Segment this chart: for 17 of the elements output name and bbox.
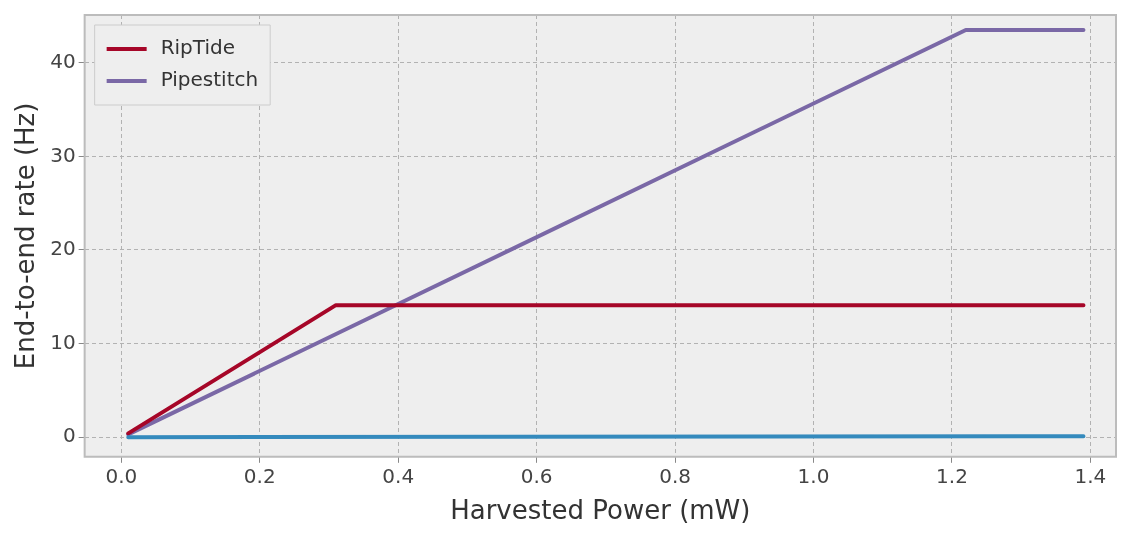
x-tick-label: 0.6 — [520, 464, 553, 488]
x-tick-label: 0.0 — [105, 464, 138, 488]
x-tick-label: 0.2 — [243, 464, 276, 488]
x-tick-label: 1.4 — [1074, 464, 1107, 488]
x-tick-label: 0.4 — [382, 464, 415, 488]
y-tick-label: 20 — [50, 236, 76, 261]
y-tick-label: 0 — [62, 423, 76, 448]
y-axis-title: End-to-end rate (Hz) — [10, 102, 41, 370]
y-tick-label: 40 — [50, 48, 76, 73]
x-tick-label: 1.0 — [797, 464, 830, 488]
x-axis-title: Harvested Power (mW) — [450, 495, 751, 526]
y-tick-label: 30 — [50, 142, 76, 167]
x-tick-label: 0.8 — [659, 464, 691, 488]
legend-label: Pipestitch — [160, 67, 259, 92]
y-tick-label: 10 — [50, 329, 76, 354]
legend-label: RipTide — [160, 35, 235, 60]
x-tick-label: 1.2 — [936, 464, 968, 488]
